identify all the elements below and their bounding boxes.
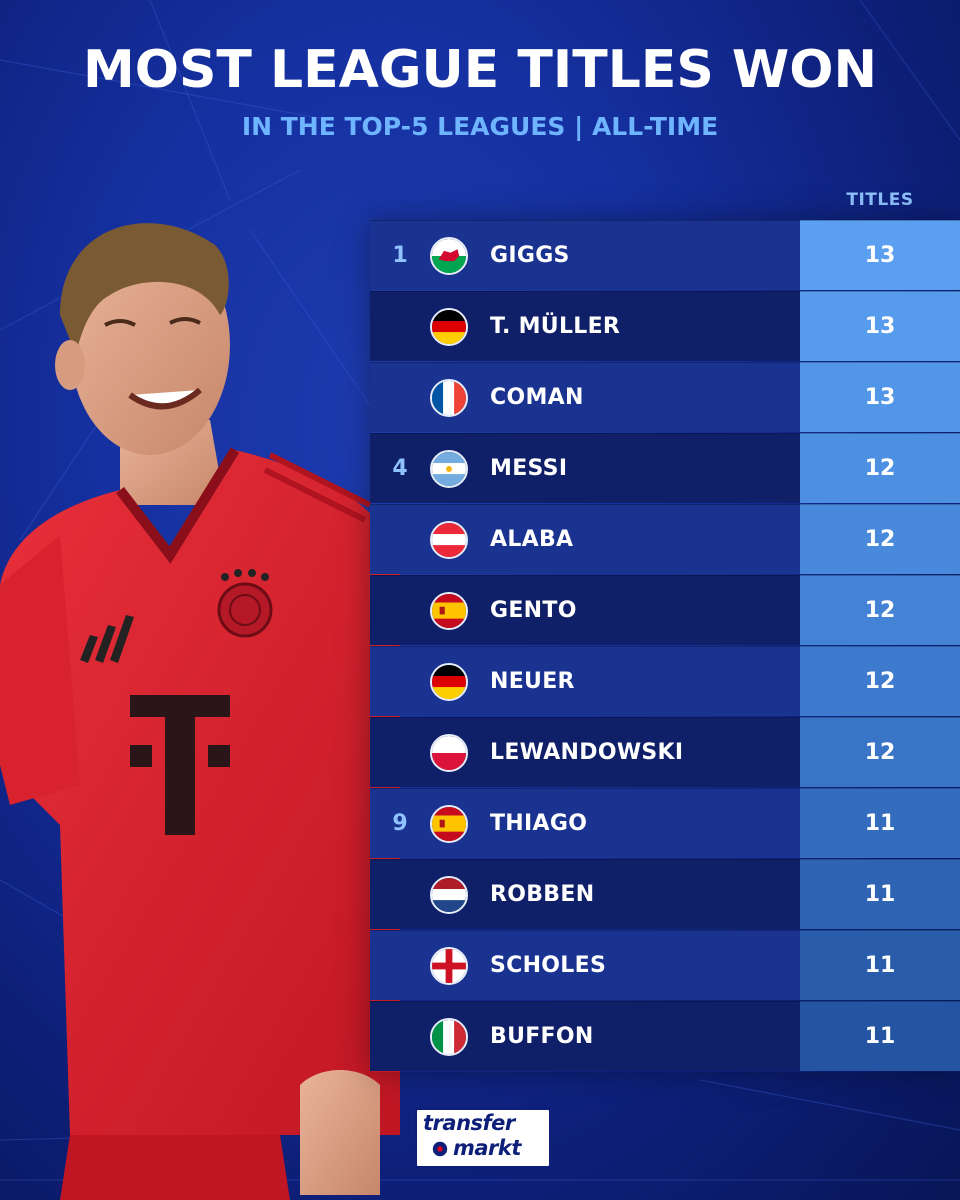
player-name: COMAN xyxy=(490,385,584,410)
rank-label: 1 xyxy=(392,243,408,268)
england-flag-icon xyxy=(430,946,468,985)
player-name: SCHOLES xyxy=(490,953,607,978)
france-flag-icon xyxy=(430,378,468,417)
player-name: NEUER xyxy=(490,669,575,694)
player-cell: ROBBEN xyxy=(370,859,800,929)
player-cell: T. MÜLLER xyxy=(370,291,800,361)
player-cell: GENTO xyxy=(370,575,800,645)
titles-value: 13 xyxy=(800,291,960,361)
player-name: GENTO xyxy=(490,598,577,623)
table-row: 4 MESSI 12 xyxy=(370,433,960,504)
player-photo xyxy=(0,223,400,1200)
table-row: COMAN 13 xyxy=(370,362,960,433)
germany-flag-icon xyxy=(430,662,468,701)
transfermarkt-logo: transfer markt xyxy=(415,1108,551,1168)
player-name: ALABA xyxy=(490,527,574,552)
table-row: T. MÜLLER 13 xyxy=(370,291,960,362)
table-row: 1 GIGGS 13 xyxy=(370,220,960,291)
titles-value: 12 xyxy=(800,575,960,645)
titles-table: 1 GIGGS 13 T. MÜLLER 13 COMAN 13 4 MESSI 12 ALABA 1… xyxy=(370,220,960,1072)
player-cell: LEWANDOWSKI xyxy=(370,717,800,787)
table-row: GENTO 12 xyxy=(370,575,960,646)
table-row: ROBBEN 11 xyxy=(370,859,960,930)
table-row: BUFFON 11 xyxy=(370,1001,960,1072)
titles-value: 13 xyxy=(800,362,960,432)
player-cell: BUFFON xyxy=(370,1001,800,1071)
table-row: ALABA 12 xyxy=(370,504,960,575)
player-cell: 4 MESSI xyxy=(370,433,800,503)
titles-value: 12 xyxy=(800,433,960,503)
austria-flag-icon xyxy=(430,520,468,559)
titles-value: 12 xyxy=(800,646,960,716)
table-row: 9 THIAGO 11 xyxy=(370,788,960,859)
italy-flag-icon xyxy=(430,1017,468,1056)
titles-value: 11 xyxy=(800,859,960,929)
player-name: THIAGO xyxy=(490,811,588,836)
logo-line2: markt xyxy=(453,1136,521,1160)
argentina-flag-icon xyxy=(430,449,468,488)
player-name: BUFFON xyxy=(490,1024,594,1049)
titles-value: 13 xyxy=(800,220,960,290)
germany-flag-icon xyxy=(430,307,468,346)
table-row: SCHOLES 11 xyxy=(370,930,960,1001)
table-row: LEWANDOWSKI 12 xyxy=(370,717,960,788)
player-name: T. MÜLLER xyxy=(490,314,621,339)
netherlands-flag-icon xyxy=(430,875,468,914)
poland-flag-icon xyxy=(430,733,468,772)
titles-value: 11 xyxy=(800,1001,960,1071)
titles-value: 12 xyxy=(800,717,960,787)
player-cell: ALABA xyxy=(370,504,800,574)
titles-value: 12 xyxy=(800,504,960,574)
page-title: MOST LEAGUE TITLES WON xyxy=(83,40,877,100)
player-name: LEWANDOWSKI xyxy=(490,740,684,765)
logo-line1: transfer xyxy=(423,1111,515,1135)
player-cell: COMAN xyxy=(370,362,800,432)
wales-flag-icon xyxy=(430,236,468,275)
rank-label: 9 xyxy=(392,811,408,836)
spain-flag-icon xyxy=(430,804,468,843)
player-cell: NEUER xyxy=(370,646,800,716)
titles-column-header: TITLES xyxy=(846,190,914,210)
player-cell: 1 GIGGS xyxy=(370,220,800,290)
football-icon xyxy=(432,1141,448,1157)
player-name: GIGGS xyxy=(490,243,570,268)
titles-value: 11 xyxy=(800,930,960,1000)
player-cell: SCHOLES xyxy=(370,930,800,1000)
spain-flag-icon xyxy=(430,591,468,630)
page-subtitle: IN THE TOP-5 LEAGUES | ALL-TIME xyxy=(241,112,719,141)
rank-label: 4 xyxy=(392,456,408,481)
player-name: ROBBEN xyxy=(490,882,595,907)
player-name: MESSI xyxy=(490,456,568,481)
titles-value: 11 xyxy=(800,788,960,858)
table-row: NEUER 12 xyxy=(370,646,960,717)
player-cell: 9 THIAGO xyxy=(370,788,800,858)
